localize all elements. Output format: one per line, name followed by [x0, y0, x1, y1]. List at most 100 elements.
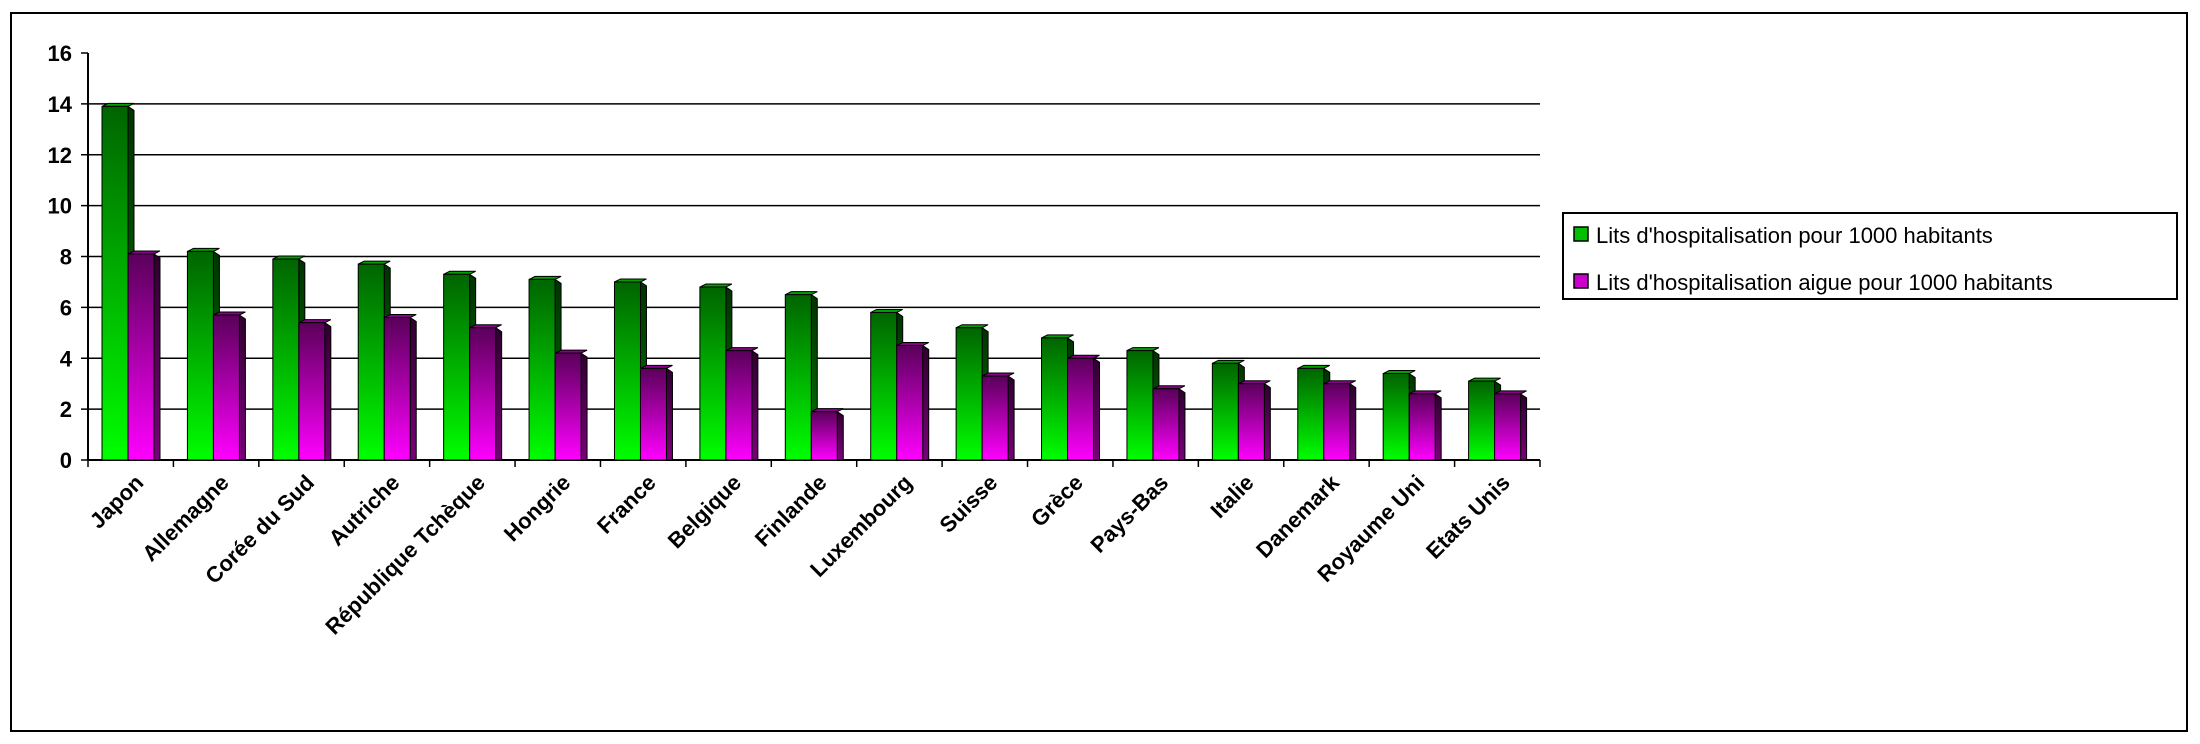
x-tick-label: Etats Unis	[1421, 470, 1515, 564]
y-tick-label: 4	[60, 346, 73, 371]
bar-front	[383, 317, 411, 461]
bar-side	[1520, 392, 1528, 461]
bar-side	[1007, 375, 1015, 461]
bar-front	[1468, 380, 1496, 461]
bar-side	[836, 410, 844, 461]
bar-front	[725, 350, 753, 461]
bar-front	[1126, 350, 1154, 461]
bar-front	[896, 345, 924, 461]
x-tick-label: France	[592, 470, 661, 539]
x-tick-label: Autriche	[324, 470, 405, 551]
bar-front	[1067, 357, 1095, 461]
bar-lits-hospitalisation-aigue	[1237, 380, 1271, 461]
bar-front	[186, 250, 214, 461]
x-tick-label: Grèce	[1026, 470, 1088, 532]
bar-side	[324, 321, 332, 461]
bar-lits-hospitalisation-aigue	[981, 372, 1015, 461]
bar-front	[981, 375, 1009, 461]
bar-side	[1093, 357, 1101, 461]
bar-front	[810, 411, 838, 461]
bar-side	[409, 316, 417, 461]
bar-lits-hospitalisation-aigue	[383, 314, 417, 461]
bar-front	[554, 352, 582, 461]
bar-lits-hospitalisation-aigue	[1494, 390, 1528, 461]
y-tick-label: 6	[60, 295, 72, 320]
bar-front	[1237, 383, 1265, 461]
bar-lits-hospitalisation-aigue	[1067, 354, 1101, 461]
x-tick-label: Finlande	[750, 470, 832, 552]
bar-lits-hospitalisation-aigue	[212, 311, 246, 461]
bar-lits-hospitalisation-aigue	[896, 342, 930, 461]
legend-box	[1562, 212, 2178, 300]
x-tick-label: Pays-Bas	[1085, 470, 1173, 558]
bar-front	[101, 105, 129, 461]
bar-side	[238, 314, 246, 461]
bar-front	[639, 367, 667, 461]
bar-front	[469, 327, 497, 461]
bar-side	[751, 349, 759, 461]
x-tick-label: Japon	[85, 470, 148, 533]
bar-front	[784, 294, 812, 461]
bar-lits-hospitalisation-aigue	[810, 408, 844, 461]
bar-lits-hospitalisation-aigue	[1408, 390, 1442, 461]
bar-side	[922, 344, 930, 461]
x-tick-label: Hongrie	[499, 470, 575, 546]
bar-lits-hospitalisation-aigue	[127, 250, 161, 461]
bars	[101, 102, 1528, 461]
x-tick-label: Belgique	[663, 470, 746, 553]
bar-front	[1211, 362, 1239, 461]
bar-front	[1152, 388, 1180, 461]
bar-side	[495, 326, 503, 461]
x-tick-label: Danemark	[1251, 469, 1344, 562]
bar-front	[528, 278, 556, 461]
bar-front	[298, 322, 326, 461]
y-tick-label: 14	[48, 92, 73, 117]
y-tick-label: 0	[60, 448, 72, 473]
bar-front	[1297, 367, 1325, 461]
bar-front	[1323, 383, 1351, 461]
bar-side	[1263, 382, 1271, 461]
bar-front	[1382, 373, 1410, 461]
bar-lits-hospitalisation-aigue	[1152, 385, 1186, 461]
bar-lits-hospitalisation-aigue	[469, 324, 503, 461]
x-tick-label: Suisse	[935, 470, 1003, 538]
bar-side	[1349, 382, 1357, 461]
bar-front	[1408, 393, 1436, 461]
bar-front	[127, 253, 155, 461]
bar-lits-hospitalisation	[357, 260, 391, 461]
x-tick-label: Italie	[1205, 470, 1258, 523]
bar-front	[357, 263, 385, 461]
legend-swatch-series-2	[1573, 273, 1589, 289]
y-tick-labels: 0 2 4 6 8 10 12 14 16	[48, 41, 73, 473]
bar-lits-hospitalisation	[272, 255, 306, 461]
legend-label-series-2: Lits d'hospitalisation aigue pour 1000 h…	[1596, 270, 2053, 295]
y-tick-label: 8	[60, 245, 72, 270]
bar-lits-hospitalisation-aigue	[298, 319, 332, 461]
bar-front	[212, 314, 240, 461]
bar-front	[272, 258, 300, 461]
y-tick-label: 16	[48, 41, 72, 66]
legend-label-series-1: Lits d'hospitalisation pour 1000 habitan…	[1596, 223, 1993, 248]
bar-lits-hospitalisation-aigue	[1323, 380, 1357, 461]
bar-side	[153, 253, 161, 461]
bar-front	[870, 311, 898, 461]
bar-front	[443, 273, 471, 461]
y-tick-label: 2	[60, 397, 72, 422]
bar-front	[955, 327, 983, 461]
bar-side	[580, 352, 588, 461]
bar-side	[665, 367, 673, 461]
bar-side	[1178, 387, 1186, 461]
bar-front	[613, 281, 641, 461]
bar-front	[1494, 393, 1522, 461]
legend-swatch-series-1	[1573, 226, 1589, 242]
bar-front	[1041, 337, 1069, 461]
bar-lits-hospitalisation	[101, 102, 135, 461]
x-tick-label: République Tchèque	[320, 470, 490, 640]
y-tick-label: 12	[48, 143, 72, 168]
y-tick-label: 10	[48, 194, 72, 219]
legend: Lits d'hospitalisation pour 1000 habitan…	[1562, 212, 2178, 300]
bar-lits-hospitalisation-aigue	[725, 347, 759, 461]
bar-lits-hospitalisation-aigue	[639, 364, 673, 461]
